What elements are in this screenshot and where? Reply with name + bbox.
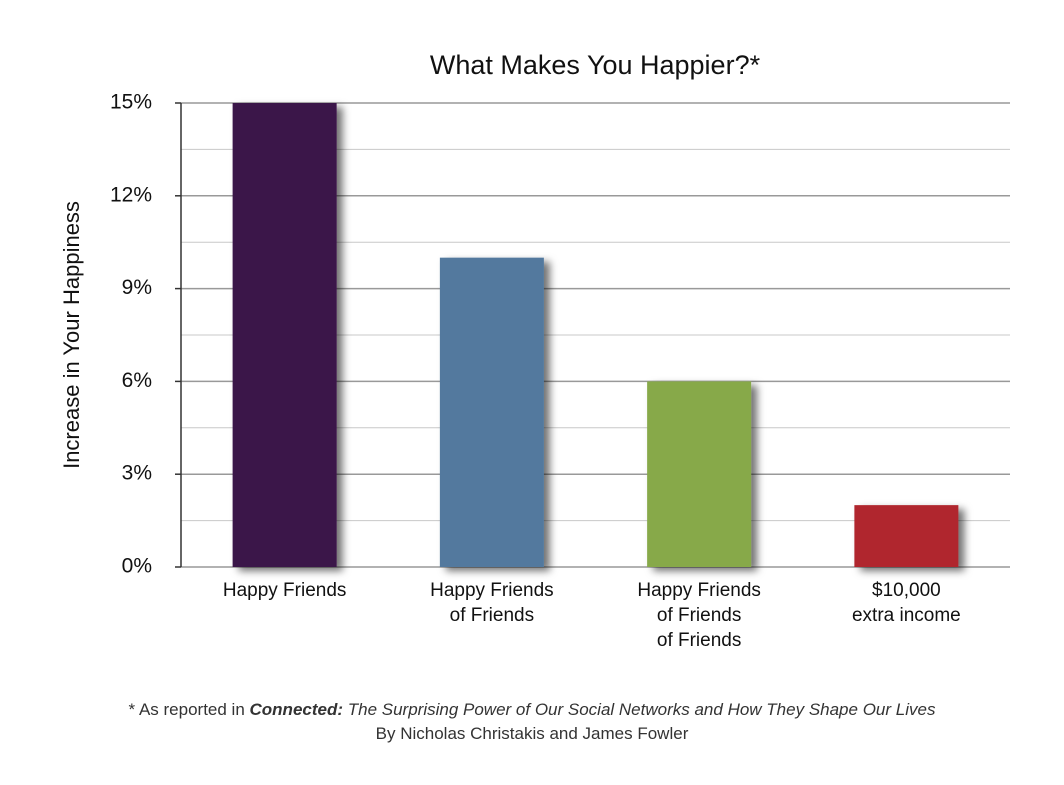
footnote-line: * As reported in Connected: The Surprisi… [0, 698, 1064, 722]
bar [439, 257, 544, 567]
chart-title: What Makes You Happier?* [430, 50, 761, 80]
bar [854, 505, 959, 567]
book-title: Connected: [249, 700, 344, 719]
bar [647, 381, 752, 567]
footnote: * As reported in Connected: The Surprisi… [0, 698, 1064, 746]
x-tick-label: Happy Friends of Friends of Friends [637, 580, 761, 651]
x-tick-label: $10,000 extra income [851, 580, 961, 626]
x-tick-label: Happy Friends [222, 580, 347, 601]
y-tick-label: 0% [122, 555, 152, 578]
byline: By Nicholas Christakis and James Fowler [375, 724, 689, 743]
y-axis-label: Increase in Your Happiness [59, 201, 84, 469]
footnote-prefix: * As reported in [128, 700, 250, 719]
y-tick-label: 3% [122, 462, 152, 485]
x-tick-label: Happy Friends of Friends [430, 580, 554, 626]
book-subtitle: The Surprising Power of Our Social Netwo… [343, 700, 936, 719]
bar [232, 103, 337, 567]
y-tick-label: 15% [110, 91, 152, 114]
y-tick-label: 12% [110, 183, 152, 206]
y-tick-label: 6% [122, 369, 152, 392]
y-tick-label: 9% [122, 276, 152, 299]
